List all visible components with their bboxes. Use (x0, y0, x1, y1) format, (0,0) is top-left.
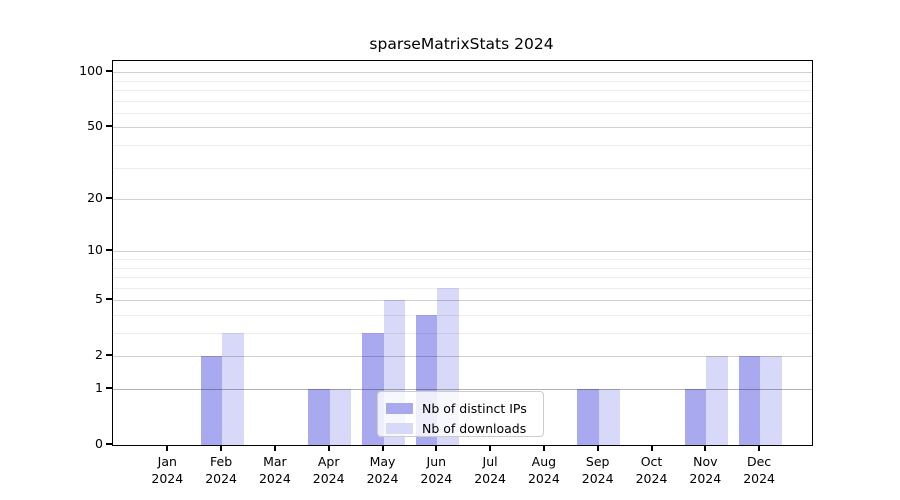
bar-ips-sep (577, 389, 599, 445)
x-tick-label-oct: Oct 2024 (635, 454, 668, 486)
bar-ips-apr (308, 389, 330, 445)
y-tick-label-1: 1 (95, 380, 103, 395)
gridline-major-10 (113, 251, 812, 253)
x-tick-mark-nov (704, 446, 707, 451)
gridline-minor-80 (113, 90, 812, 91)
gridline-minor-30 (113, 167, 812, 169)
gridline-minor-9 (113, 259, 812, 260)
x-tick-mark-feb (220, 446, 223, 451)
gridline-minor-4 (113, 315, 812, 316)
bar-downloads-nov (706, 356, 728, 445)
y-tick-mark-100 (106, 70, 112, 73)
gridline-minor-40 (113, 145, 812, 146)
y-tick-label-0: 0 (95, 436, 103, 451)
x-tick-label-dec: Dec 2024 (743, 454, 775, 486)
y-tick-mark-0 (106, 443, 112, 445)
x-tick-label-apr: Apr 2024 (312, 454, 345, 486)
legend-item-distinct-ips: Nb of distinct IPs (386, 398, 535, 418)
bar-ips-dec (738, 356, 761, 445)
gridline-minor-8 (113, 267, 812, 269)
legend-item-downloads: Nb of downloads (386, 418, 535, 438)
plot-area (112, 60, 813, 446)
x-tick-label-jun: Jun 2024 (420, 454, 453, 486)
y-tick-label-2: 2 (95, 347, 103, 363)
gridline-minor-60 (113, 112, 812, 114)
legend-label-distinct-ips: Nb of distinct IPs (422, 400, 527, 416)
gridline-minor-7 (113, 277, 812, 278)
y-tick-label-20: 20 (87, 190, 103, 206)
x-tick-label-mar: Mar 2024 (258, 454, 291, 486)
bar-downloads-dec (760, 356, 782, 445)
gridline-major-50 (113, 127, 812, 129)
bar-downloads-feb (222, 333, 244, 445)
x-tick-mark-jul (489, 446, 492, 451)
bar-ips-nov (684, 389, 707, 445)
y-tick-label-5: 5 (95, 291, 103, 307)
y-tick-mark-10 (106, 249, 112, 252)
legend: Nb of distinct IPs Nb of downloads (377, 391, 544, 437)
bar-downloads-sep (598, 389, 621, 445)
y-tick-mark-20 (106, 197, 112, 200)
gridline-major-1 (113, 389, 812, 390)
x-tick-label-jul: Jul 2024 (474, 454, 506, 486)
x-tick-label-sep: Sep 2024 (581, 454, 614, 486)
gridline-major-100 (113, 72, 812, 74)
bar-downloads-apr (329, 389, 352, 445)
x-tick-mark-aug (542, 446, 545, 451)
x-tick-mark-may (381, 446, 384, 451)
x-tick-mark-oct (650, 446, 653, 451)
x-tick-label-aug: Aug 2024 (527, 454, 560, 486)
x-tick-mark-jan (166, 446, 169, 451)
gridline-minor-3 (113, 333, 812, 334)
legend-label-downloads: Nb of downloads (422, 420, 527, 436)
x-tick-mark-dec (758, 446, 761, 451)
x-tick-mark-mar (273, 446, 276, 451)
gridline-minor-70 (113, 100, 812, 102)
gridline-major-2 (113, 356, 812, 358)
y-tick-label-50: 50 (87, 118, 103, 134)
y-tick-mark-5 (106, 298, 112, 301)
gridline-minor-90 (113, 80, 812, 82)
y-tick-label-100: 100 (79, 63, 103, 79)
x-tick-label-may: May 2024 (366, 454, 399, 486)
chart-title: sparseMatrixStats 2024 (369, 35, 554, 53)
y-tick-mark-2 (106, 354, 112, 357)
x-tick-mark-jun (435, 446, 438, 451)
x-tick-mark-apr (327, 446, 330, 451)
y-tick-mark-1 (106, 387, 112, 389)
x-tick-label-feb: Feb 2024 (205, 454, 237, 486)
legend-swatch-downloads (386, 422, 413, 434)
gridline-minor-6 (113, 287, 812, 289)
x-tick-label-nov: Nov 2024 (689, 454, 722, 486)
legend-swatch-distinct-ips (386, 402, 413, 414)
bar-ips-feb (200, 356, 223, 445)
x-tick-mark-sep (596, 446, 599, 451)
gridline-major-20 (113, 199, 812, 201)
y-tick-label-10: 10 (87, 242, 103, 258)
y-tick-mark-50 (106, 125, 112, 128)
gridline-major-5 (113, 300, 812, 302)
x-tick-label-jan: Jan 2024 (151, 454, 184, 486)
